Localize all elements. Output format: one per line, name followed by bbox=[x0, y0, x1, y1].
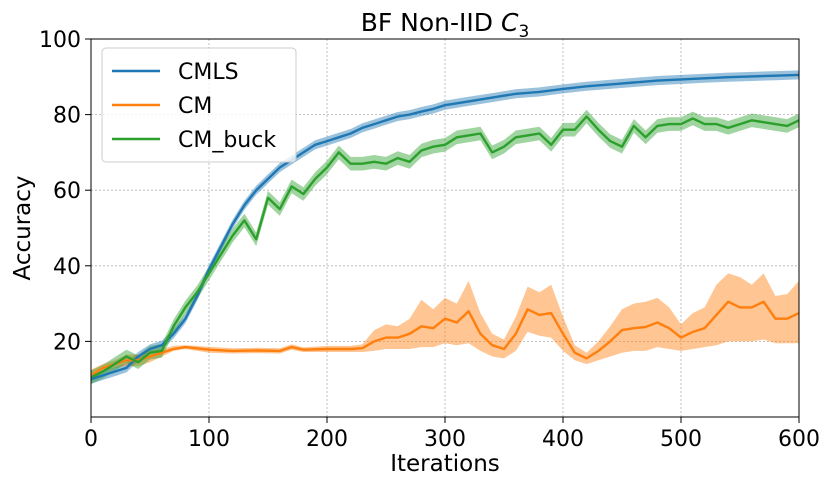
x-axis-ticks: 0 100 200 300 400 500 600 bbox=[84, 417, 820, 452]
y-tick-label: 20 bbox=[53, 330, 81, 355]
x-axis-label: Iterations bbox=[390, 451, 500, 477]
legend: CMLS CM CM_buck bbox=[101, 47, 297, 163]
confidence-bands bbox=[91, 70, 799, 385]
x-tick-label: 500 bbox=[660, 427, 702, 452]
legend-label: CMLS bbox=[178, 60, 239, 85]
series-line-cmls bbox=[90, 73, 800, 381]
x-tick-label: 100 bbox=[188, 427, 230, 452]
legend-label: CM_buck bbox=[178, 128, 276, 153]
band-cm-buck bbox=[91, 109, 799, 385]
band-cmls bbox=[91, 70, 799, 384]
chart-title: BF Non-IID C3 bbox=[361, 8, 530, 42]
x-tick-label: 600 bbox=[778, 427, 820, 452]
legend-box bbox=[101, 47, 297, 163]
y-tick-label: 80 bbox=[53, 104, 81, 129]
series-lines bbox=[90, 73, 800, 381]
y-tick-label: 60 bbox=[53, 179, 81, 204]
y-tick-label: 100 bbox=[39, 28, 81, 53]
y-axis-ticks: 20 40 60 80 100 bbox=[39, 28, 91, 355]
y-axis-label: Accuracy bbox=[10, 175, 36, 280]
x-tick-label: 400 bbox=[542, 427, 584, 452]
x-tick-label: 0 bbox=[84, 427, 98, 452]
y-tick-label: 40 bbox=[53, 255, 81, 280]
legend-label: CM bbox=[178, 94, 212, 119]
x-tick-label: 200 bbox=[306, 427, 348, 452]
series-line-cm-buck bbox=[90, 115, 800, 379]
series-line-cm bbox=[90, 300, 800, 377]
band-cm bbox=[91, 273, 799, 382]
x-tick-label: 300 bbox=[424, 427, 466, 452]
